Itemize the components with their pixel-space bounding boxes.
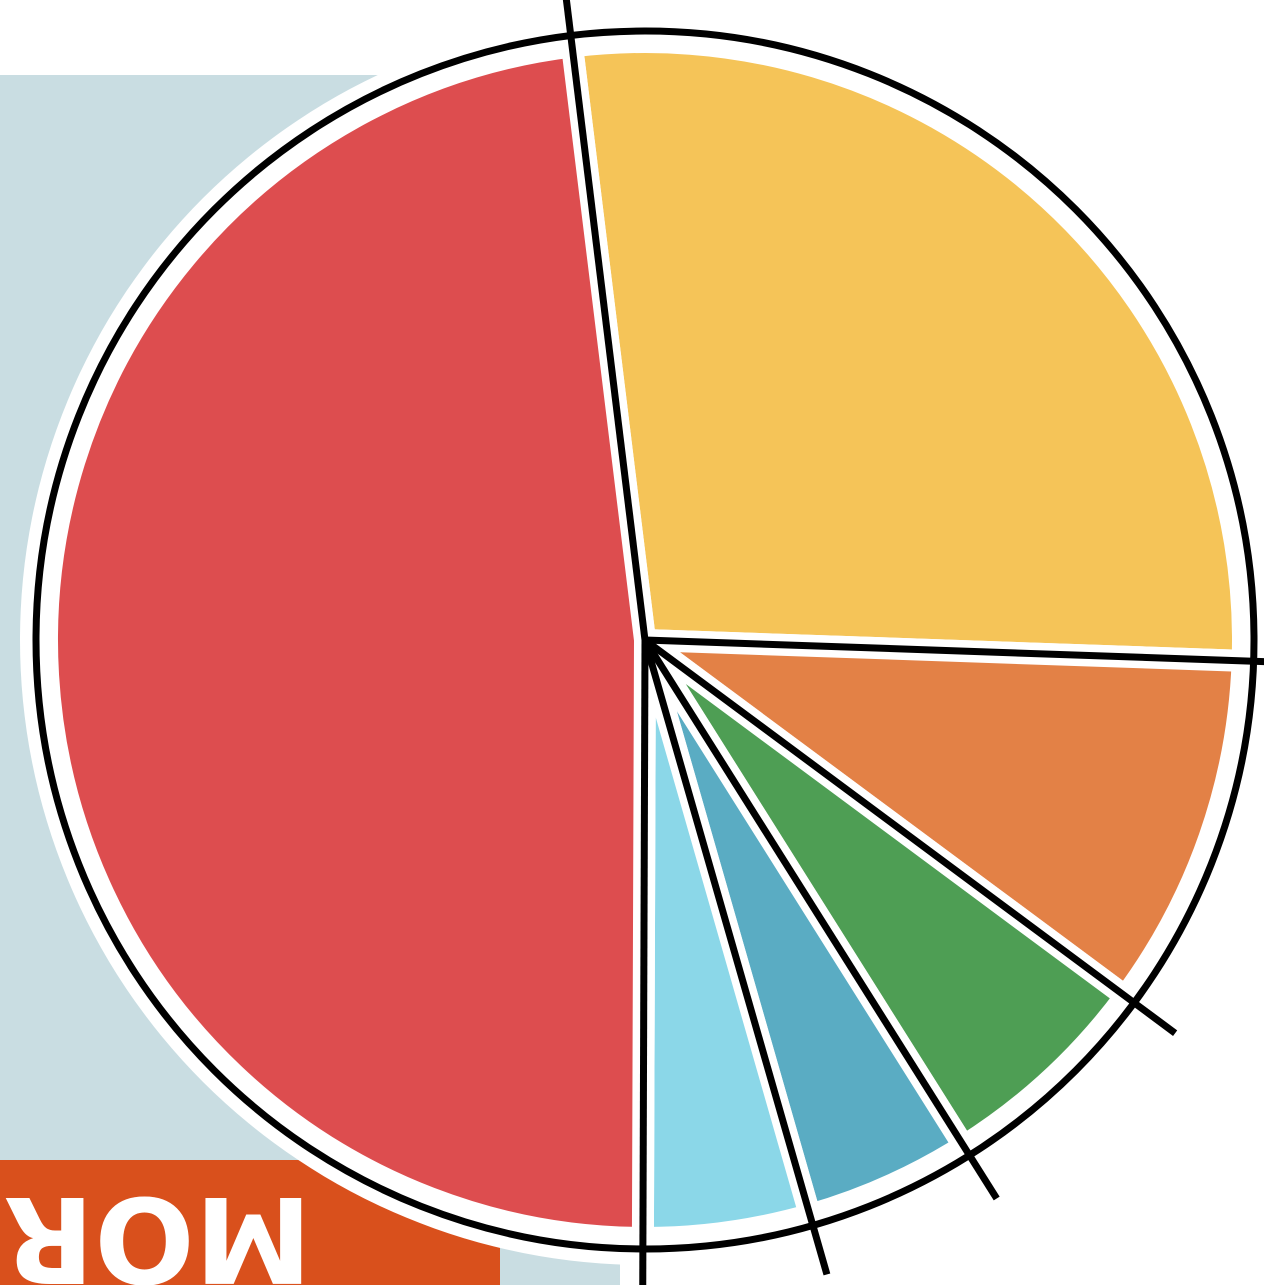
separator [641,639,831,1276]
separator [642,638,1000,1201]
separators [562,0,1264,1285]
slices [35,31,1255,1250]
separator [644,636,1264,666]
separator [639,639,649,1285]
separator [642,637,1178,1036]
slice [634,629,1254,1008]
banner-text: MORE TH [0,1170,312,1285]
slice [561,31,1255,672]
separator [562,0,649,641]
slice [35,35,656,1249]
